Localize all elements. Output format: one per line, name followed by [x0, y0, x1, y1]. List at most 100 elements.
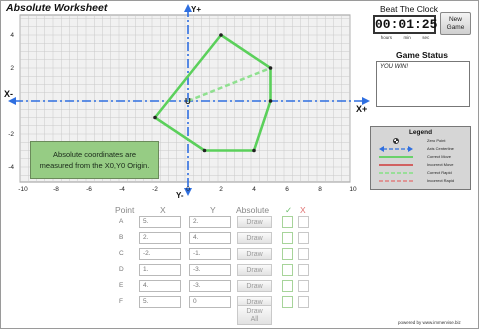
info-note-line1: Absolute coordinates are: [53, 150, 136, 159]
point-label: B: [119, 234, 124, 241]
column-header-cross: X: [300, 205, 306, 215]
info-note: Absolute coordinates are measured from t…: [30, 141, 159, 179]
correct-checkbox[interactable]: [282, 264, 293, 276]
x-input[interactable]: 2.: [139, 232, 181, 244]
y-tick-label: -4: [8, 164, 14, 171]
new-game-button[interactable]: New Game: [440, 12, 471, 35]
game-status-box: YOU WIN!: [376, 61, 470, 107]
legend-item-zero-point: Zero Point: [377, 137, 469, 145]
correct-checkbox[interactable]: [282, 216, 293, 228]
point-label: C: [119, 250, 124, 257]
legend-label: Axis Centerline: [427, 146, 454, 151]
y-input[interactable]: 4.: [189, 232, 231, 244]
x-minus-label: X-: [4, 89, 13, 99]
incorrect-checkbox[interactable]: [298, 280, 309, 292]
x-plus-label: X+: [356, 104, 367, 114]
info-note-line2: measured from the X0,Y0 Origin.: [39, 161, 150, 170]
legend-item-correct-rapid: Correct Rapid: [377, 169, 469, 177]
game-status-label: Game Status: [396, 50, 448, 60]
correct-checkbox[interactable]: [282, 296, 293, 308]
y-minus-label: Y-: [176, 191, 184, 200]
draw-button[interactable]: Draw: [237, 216, 272, 228]
x-input[interactable]: 1.: [139, 264, 181, 276]
move-segment: [252, 99, 272, 152]
x-tick-label: 4: [252, 186, 256, 193]
point-label: E: [119, 282, 124, 289]
path-point: [153, 115, 157, 120]
y-tick-label: 2: [10, 65, 14, 72]
x-axis-arrow-right-icon: [362, 97, 370, 105]
legend-item-incorrect-rapid: Incorrect Rapid: [377, 177, 469, 185]
origin-marker-label: U: [185, 97, 191, 106]
x-tick-label: -8: [53, 186, 59, 193]
draw-all-label-line2: All: [250, 316, 259, 323]
path-point: [219, 33, 223, 37]
y-axis-arrow-down-icon: [184, 188, 192, 196]
legend-item-axis-centerline: Axis Centerline: [377, 145, 469, 153]
game-status-message: YOU WIN!: [380, 64, 408, 70]
draw-all-button[interactable]: Draw All: [237, 305, 272, 325]
x-input[interactable]: 5.: [139, 296, 181, 308]
x-axis-arrow-left-icon: [8, 97, 16, 105]
draw-button[interactable]: Draw: [237, 248, 272, 260]
correct-checkbox[interactable]: [282, 248, 293, 260]
path-point: [268, 99, 273, 103]
incorrect-rapid-swatch: [379, 180, 413, 182]
correct-checkbox[interactable]: [282, 280, 293, 292]
table-row: C -2. -1. Draw: [112, 248, 322, 262]
column-header-x: X: [160, 205, 166, 215]
rapid-move-line: [187, 66, 271, 103]
column-header-absolute: Absolute: [236, 205, 270, 215]
zero-point-icon: [393, 138, 399, 144]
point-label: F: [119, 298, 123, 305]
incorrect-checkbox[interactable]: [298, 248, 309, 260]
x-tick-label: -2: [152, 186, 158, 193]
app-title: Absolute Worksheet: [6, 2, 108, 14]
draw-button[interactable]: Draw: [237, 264, 272, 276]
path-point: [268, 66, 273, 70]
move-segment: [153, 116, 206, 152]
y-input[interactable]: -3.: [189, 280, 231, 292]
clock-unit-hours: hours: [380, 35, 392, 40]
table-row: E 4. -3. Draw: [112, 280, 322, 294]
x-tick-label: 8: [318, 186, 322, 193]
correct-rapid-swatch: [379, 172, 413, 174]
draw-button[interactable]: Draw: [237, 232, 272, 244]
clock-display: 00:01:25: [373, 15, 438, 34]
correct-checkbox[interactable]: [282, 232, 293, 244]
legend-label: Incorrect Move: [427, 162, 454, 167]
incorrect-checkbox[interactable]: [298, 264, 309, 276]
new-game-label-line1: New: [448, 16, 462, 23]
y-input[interactable]: 0: [189, 296, 231, 308]
column-header-point: Point: [115, 205, 135, 215]
column-header-check: ✓: [285, 205, 293, 215]
draw-button[interactable]: Draw: [237, 280, 272, 292]
x-tick-label: 10: [349, 186, 357, 193]
y-input[interactable]: 2.: [189, 216, 231, 228]
incorrect-checkbox[interactable]: [298, 232, 309, 244]
x-tick-label: 0: [186, 186, 190, 193]
incorrect-checkbox[interactable]: [298, 296, 309, 308]
table-row: D 1. -3. Draw: [112, 264, 322, 278]
legend-item-incorrect-move: Incorrect Move: [377, 161, 469, 169]
new-game-label-line2: Game: [446, 24, 465, 31]
x-tick-label: -10: [18, 186, 28, 193]
y-input[interactable]: -3.: [189, 264, 231, 276]
x-tick-label: 6: [285, 186, 289, 193]
x-input[interactable]: 4.: [139, 280, 181, 292]
x-tick-label: 2: [219, 186, 223, 193]
x-input[interactable]: -2.: [139, 248, 181, 260]
clock-unit-min: min: [403, 35, 411, 40]
legend-label: Incorrect Rapid: [427, 178, 455, 183]
incorrect-checkbox[interactable]: [298, 216, 309, 228]
legend-panel: Legend Zero Point Axis Centerline Correc…: [370, 126, 471, 190]
clock-label: Beat The Clock: [380, 4, 438, 14]
y-tick-label: 4: [10, 32, 14, 39]
legend-title: Legend: [408, 129, 433, 136]
y-axis-arrow-up-icon: [184, 4, 192, 12]
x-input[interactable]: 5.: [139, 216, 181, 228]
column-header-y: Y: [210, 205, 216, 215]
clock-unit-sec: sec: [422, 35, 430, 40]
y-input[interactable]: -1.: [189, 248, 231, 260]
table-row: A 5. 2. Draw: [112, 216, 322, 230]
